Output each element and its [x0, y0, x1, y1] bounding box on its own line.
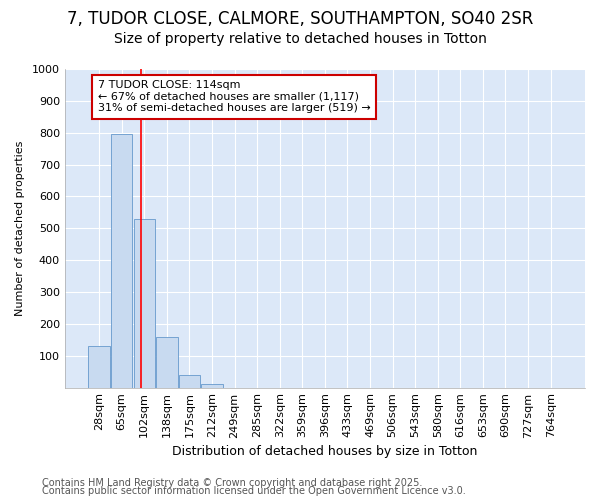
Y-axis label: Number of detached properties: Number of detached properties: [15, 140, 25, 316]
Bar: [179, 375, 200, 388]
Bar: [156, 336, 178, 388]
Bar: [88, 346, 110, 388]
Bar: [111, 134, 133, 388]
Text: 7, TUDOR CLOSE, CALMORE, SOUTHAMPTON, SO40 2SR: 7, TUDOR CLOSE, CALMORE, SOUTHAMPTON, SO…: [67, 10, 533, 28]
Bar: [134, 218, 155, 388]
Text: Size of property relative to detached houses in Totton: Size of property relative to detached ho…: [113, 32, 487, 46]
Text: 7 TUDOR CLOSE: 114sqm
← 67% of detached houses are smaller (1,117)
31% of semi-d: 7 TUDOR CLOSE: 114sqm ← 67% of detached …: [98, 80, 371, 114]
Text: Contains public sector information licensed under the Open Government Licence v3: Contains public sector information licen…: [42, 486, 466, 496]
X-axis label: Distribution of detached houses by size in Totton: Distribution of detached houses by size …: [172, 444, 478, 458]
Text: Contains HM Land Registry data © Crown copyright and database right 2025.: Contains HM Land Registry data © Crown c…: [42, 478, 422, 488]
Bar: [202, 384, 223, 388]
